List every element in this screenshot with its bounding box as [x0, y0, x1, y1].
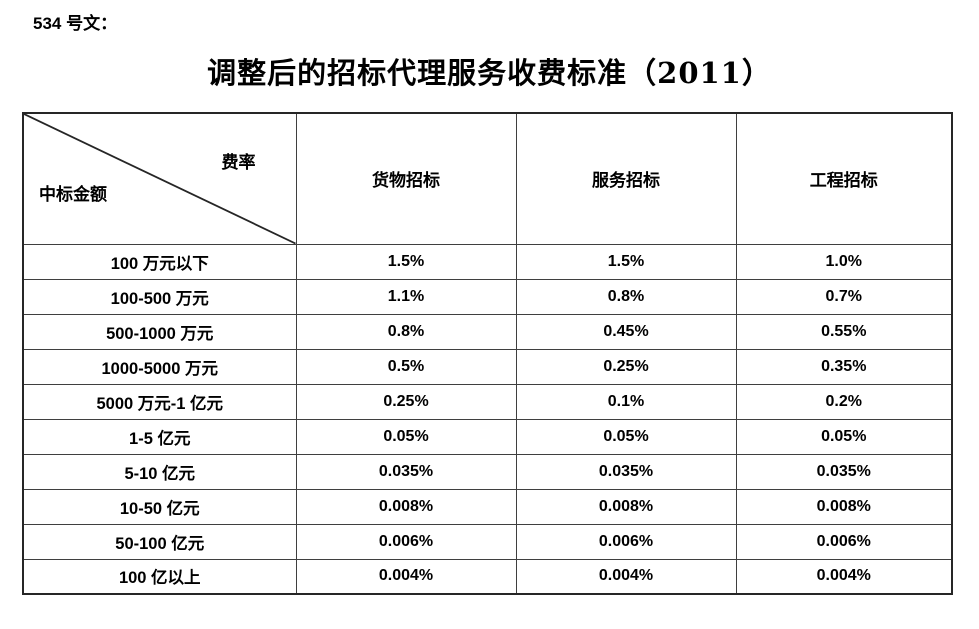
rate-value-cell: 1.1% — [295, 278, 517, 315]
rate-value-cell: 0.006% — [515, 523, 737, 560]
diagonal-divider-line — [24, 114, 296, 244]
table-row: 5000 万元-1 亿元 0.25% 0.1% 0.2% — [22, 383, 953, 420]
rate-value-cell: 0.5% — [295, 348, 517, 385]
table-row: 100 万元以下 1.5% 1.5% 1.0% — [22, 243, 953, 280]
column-header-engineering: 工程招标 — [735, 112, 953, 245]
rate-value-cell: 0.006% — [735, 523, 953, 560]
amount-range-cell: 5000 万元-1 亿元 — [22, 383, 297, 420]
rate-value-cell: 0.35% — [735, 348, 953, 385]
rate-value-cell: 0.008% — [735, 488, 953, 525]
rate-value-cell: 0.004% — [515, 558, 737, 595]
rate-value-cell: 0.05% — [515, 418, 737, 455]
column-header-goods: 货物招标 — [295, 112, 517, 245]
table-row: 50-100 亿元 0.006% 0.006% 0.006% — [22, 523, 953, 560]
amount-range-cell: 50-100 亿元 — [22, 523, 297, 560]
rate-value-cell: 0.25% — [295, 383, 517, 420]
rate-value-cell: 0.006% — [295, 523, 517, 560]
amount-range-cell: 1000-5000 万元 — [22, 348, 297, 385]
page-title: 调整后的招标代理服务收费标准（2011） — [207, 56, 772, 90]
doc-ref-label: 534 号文： — [33, 14, 118, 33]
column-header-services: 服务招标 — [515, 112, 737, 245]
rate-value-cell: 0.25% — [515, 348, 737, 385]
amount-range-cell: 500-1000 万元 — [22, 313, 297, 350]
rate-value-cell: 0.004% — [295, 558, 517, 595]
amount-range-cell: 1-5 亿元 — [22, 418, 297, 455]
rate-value-cell: 0.1% — [515, 383, 737, 420]
rate-value-cell: 0.05% — [295, 418, 517, 455]
table-row: 100 亿以上 0.004% 0.004% 0.004% — [22, 558, 953, 595]
rate-value-cell: 0.05% — [735, 418, 953, 455]
table-row: 5-10 亿元 0.035% 0.035% 0.035% — [22, 453, 953, 490]
amount-range-cell: 10-50 亿元 — [22, 488, 297, 525]
rate-value-cell: 0.008% — [295, 488, 517, 525]
rate-value-cell: 1.5% — [295, 243, 517, 280]
rate-value-cell: 0.004% — [735, 558, 953, 595]
amount-range-cell: 100-500 万元 — [22, 278, 297, 315]
rate-value-cell: 0.008% — [515, 488, 737, 525]
rate-value-cell: 0.035% — [295, 453, 517, 490]
rate-value-cell: 1.0% — [735, 243, 953, 280]
corner-label-bid-amount: 中标金额 — [39, 185, 107, 204]
amount-range-cell: 100 万元以下 — [22, 243, 297, 280]
rate-value-cell: 0.55% — [735, 313, 953, 350]
rate-value-cell: 0.8% — [515, 278, 737, 315]
rate-value-cell: 0.2% — [735, 383, 953, 420]
table-header-row: 费率 中标金额 货物招标 服务招标 工程招标 — [22, 112, 953, 245]
corner-label-rate: 费率 — [221, 153, 256, 172]
rate-value-cell: 0.7% — [735, 278, 953, 315]
table-row: 100-500 万元 1.1% 0.8% 0.7% — [22, 278, 953, 315]
table-row: 10-50 亿元 0.008% 0.008% 0.008% — [22, 488, 953, 525]
table-row: 500-1000 万元 0.8% 0.45% 0.55% — [22, 313, 953, 350]
corner-header-cell: 费率 中标金额 — [22, 112, 297, 245]
table-body: 100 万元以下 1.5% 1.5% 1.0% 100-500 万元 1.1% 0.8% 0.… — [22, 243, 953, 595]
rate-value-cell: 0.8% — [295, 313, 517, 350]
table-row: 1-5 亿元 0.05% 0.05% 0.05% — [22, 418, 953, 455]
amount-range-cell: 100 亿以上 — [22, 558, 297, 595]
table-row: 1000-5000 万元 0.5% 0.25% 0.35% — [22, 348, 953, 385]
rate-value-cell: 0.035% — [515, 453, 737, 490]
rate-value-cell: 0.45% — [515, 313, 737, 350]
amount-range-cell: 5-10 亿元 — [22, 453, 297, 490]
rate-value-cell: 1.5% — [515, 243, 737, 280]
rate-value-cell: 0.035% — [735, 453, 953, 490]
fee-table: 费率 中标金额 货物招标 服务招标 工程招标 100 万元以下 1.5% 1.5% 1… — [22, 112, 953, 595]
